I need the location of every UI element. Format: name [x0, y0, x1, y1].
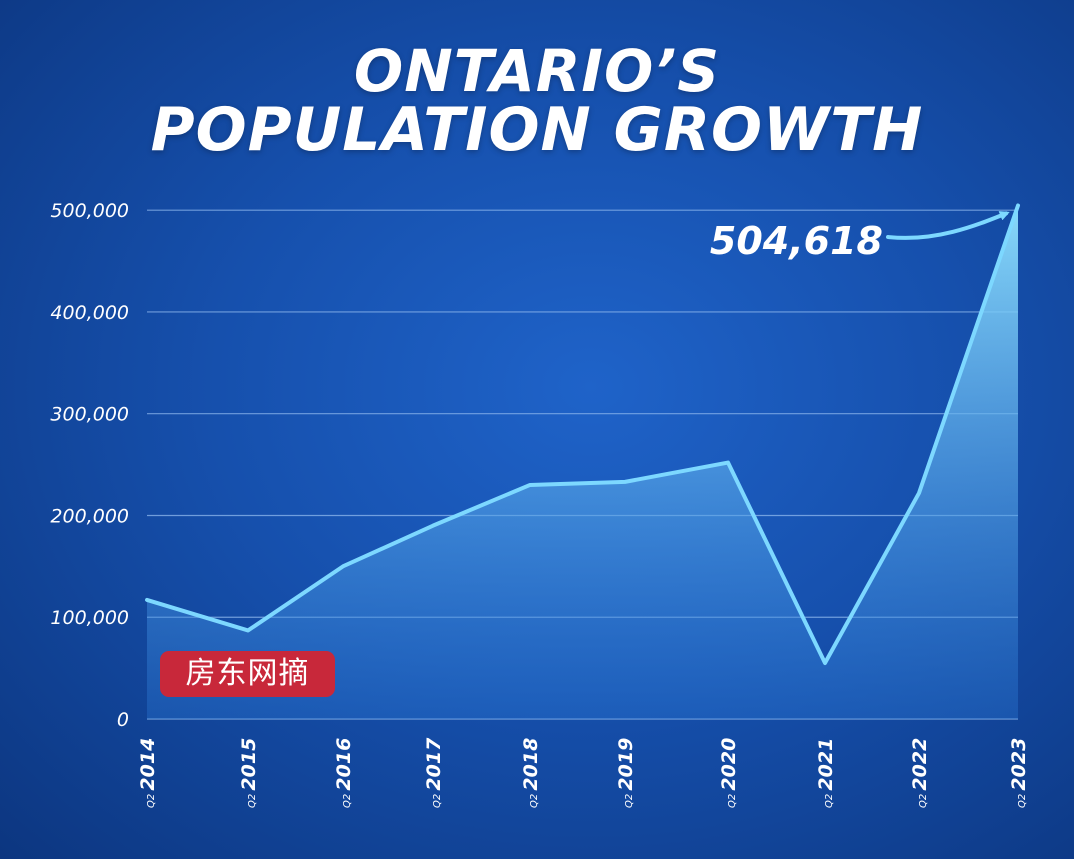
x-tick-label-2014: Q2 2014 [137, 738, 159, 808]
y-axis-ticks: 0 100,000 200,000 300,000 400,000 500,000 [50, 200, 129, 731]
data-point-2022 [917, 491, 921, 495]
data-point-2015 [246, 628, 250, 632]
y-tick-label: 0 [117, 709, 129, 731]
callout-arrow [886, 211, 1010, 240]
data-point-2020 [726, 461, 730, 465]
y-tick-label: 100,000 [50, 607, 129, 629]
x-tick-label-2016: Q2 2016 [333, 738, 355, 808]
population-series-line [145, 203, 1020, 666]
data-point-2016 [341, 564, 345, 568]
x-tick-label-2020: Q2 2020 [718, 738, 740, 808]
series-line [145, 203, 1020, 666]
annotation: 504,618 [710, 211, 1010, 263]
chart-title-line-1: ONTARIO’S [353, 37, 721, 105]
y-tick-label: 200,000 [50, 505, 129, 527]
x-tick-label-2022: Q2 2022 [909, 738, 931, 808]
x-tick-label-2019: Q2 2019 [615, 738, 637, 808]
watermark-badge: 房东网摘 [160, 651, 335, 697]
x-tick-label-2015: Q2 2015 [238, 738, 260, 808]
data-point-2021 [823, 661, 827, 665]
data-point-2023 [1016, 203, 1020, 207]
y-tick-label: 400,000 [50, 302, 129, 324]
area-fill [147, 205, 1018, 719]
x-tick-label-2021: Q2 2021 [815, 738, 837, 808]
x-axis-ticks: Q2 2014 Q2 2015 Q2 2016 Q2 2017 Q2 2018 Q2 20… [137, 737, 1030, 808]
callout-label: 504,618 [710, 219, 883, 263]
x-tick-label-2017: Q2 2017 [423, 737, 445, 808]
area-fill-shape [147, 205, 1018, 719]
data-point-2014 [145, 598, 149, 602]
chart-title-line-2: POPULATION GROWTH [150, 95, 924, 165]
x-tick-label-2018: Q2 2018 [520, 738, 542, 808]
x-tick-label-2023: Q2 2023 [1008, 738, 1030, 808]
data-point-2019 [623, 480, 627, 484]
y-tick-label: 300,000 [50, 404, 129, 426]
data-point-2017 [431, 524, 435, 528]
data-point-2018 [528, 483, 532, 487]
y-tick-label: 500,000 [50, 200, 129, 222]
